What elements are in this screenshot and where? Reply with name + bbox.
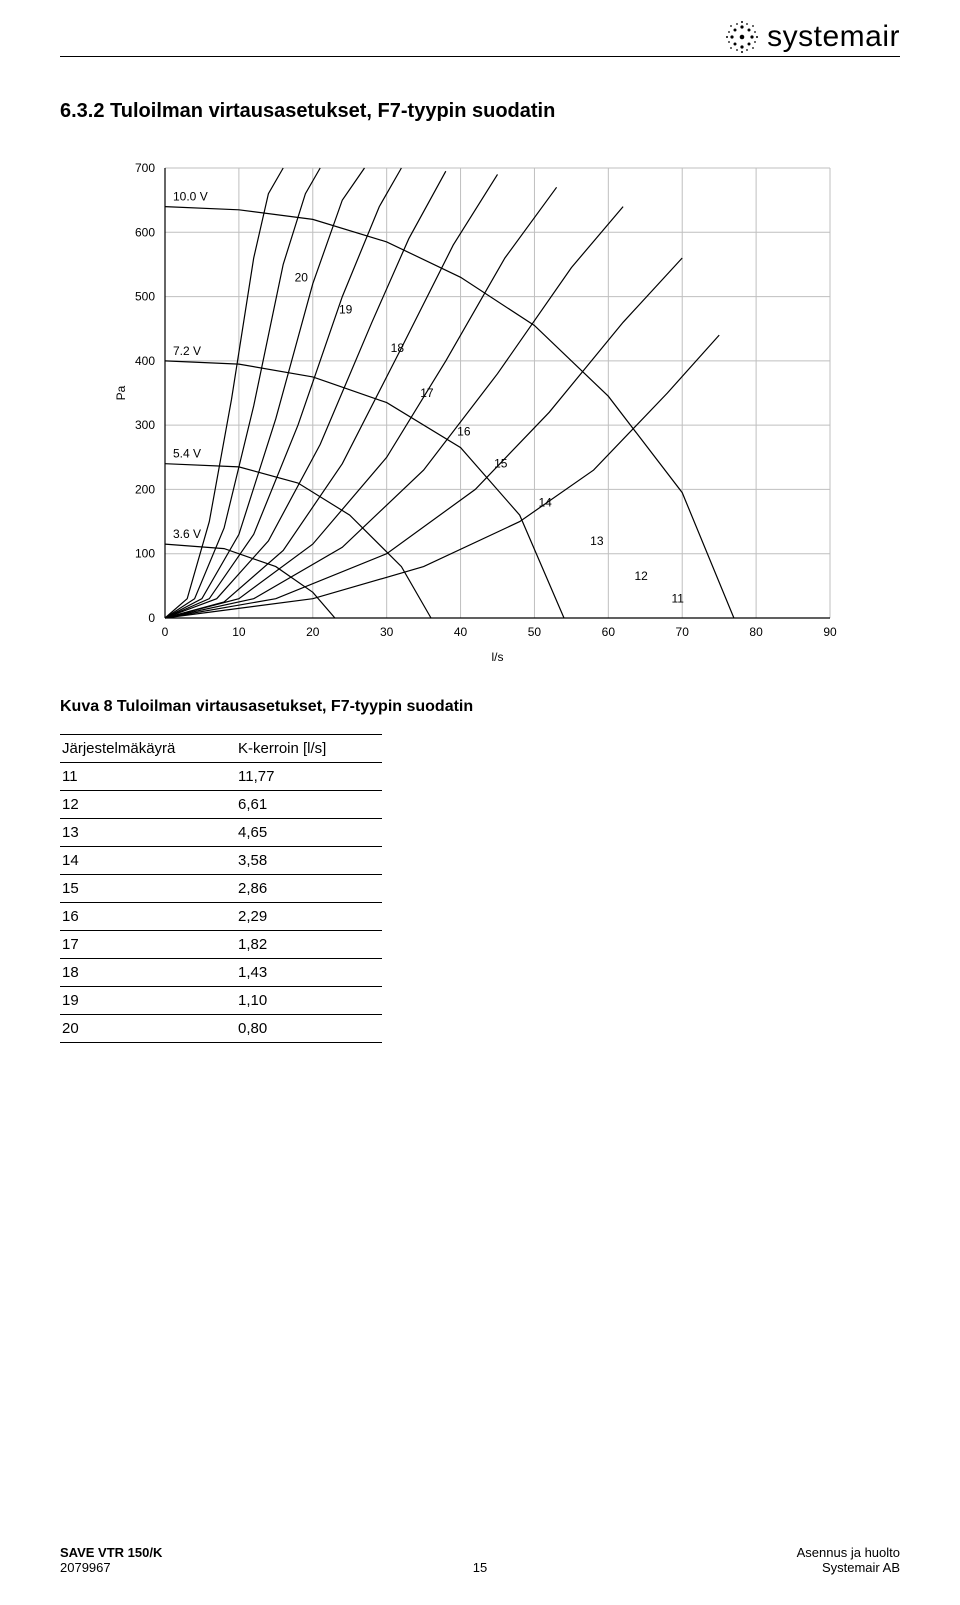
table-cell: 14 xyxy=(60,847,236,875)
svg-text:20: 20 xyxy=(306,625,320,639)
table-cell: 18 xyxy=(60,959,236,987)
section-number: 6.3.2 xyxy=(60,100,104,122)
svg-text:700: 700 xyxy=(135,161,155,175)
table-cell: 20 xyxy=(60,1015,236,1043)
svg-text:Pa: Pa xyxy=(114,385,128,400)
table-cell: 3,58 xyxy=(236,847,382,875)
table-cell: 11,77 xyxy=(236,763,382,791)
k-factor-table: Järjestelmäkäyrä K-kerroin [l/s] 1111,77… xyxy=(60,734,382,1043)
table-row: 134,65 xyxy=(60,819,382,847)
table-header-1: Järjestelmäkäyrä xyxy=(60,735,236,763)
figure-number: Kuva 8 xyxy=(60,698,112,715)
svg-text:90: 90 xyxy=(823,625,837,639)
svg-text:0: 0 xyxy=(162,625,169,639)
table-cell: 11 xyxy=(60,763,236,791)
svg-text:15: 15 xyxy=(494,457,508,471)
svg-text:50: 50 xyxy=(528,625,542,639)
svg-text:70: 70 xyxy=(676,625,690,639)
svg-text:12: 12 xyxy=(635,569,649,583)
table-cell: 0,80 xyxy=(236,1015,382,1043)
svg-text:16: 16 xyxy=(457,425,471,439)
footer-page-number: 15 xyxy=(473,1560,487,1575)
footer-right-1: Asennus ja huolto xyxy=(797,1545,900,1560)
chart-container: 0 10 20 30 40 50 60 70 80 90 0 100 200 300 400 500 600 70… xyxy=(60,153,900,673)
systemair-logo-icon xyxy=(725,20,759,54)
svg-text:11: 11 xyxy=(671,592,684,606)
svg-text:5.4 V: 5.4 V xyxy=(173,447,201,461)
svg-text:14: 14 xyxy=(538,495,552,509)
svg-text:30: 30 xyxy=(380,625,394,639)
table-cell: 2,29 xyxy=(236,903,382,931)
svg-text:400: 400 xyxy=(135,354,155,368)
svg-text:10.0 V: 10.0 V xyxy=(173,190,208,204)
svg-text:500: 500 xyxy=(135,290,155,304)
svg-text:300: 300 xyxy=(135,418,155,432)
svg-text:10: 10 xyxy=(232,625,246,639)
svg-text:200: 200 xyxy=(135,482,155,496)
table-cell: 12 xyxy=(60,791,236,819)
svg-text:3.6 V: 3.6 V xyxy=(173,527,201,541)
table-row: 126,61 xyxy=(60,791,382,819)
svg-text:20: 20 xyxy=(295,270,309,284)
footer-right-2: Systemair AB xyxy=(797,1560,900,1575)
table-row: 181,43 xyxy=(60,959,382,987)
table-row: 162,29 xyxy=(60,903,382,931)
header-rule xyxy=(60,56,900,57)
footer-left-1: SAVE VTR 150/K xyxy=(60,1545,162,1560)
svg-text:18: 18 xyxy=(391,341,405,355)
table-cell: 16 xyxy=(60,903,236,931)
table-row: 200,80 xyxy=(60,1015,382,1043)
svg-text:0: 0 xyxy=(148,611,155,625)
table-cell: 15 xyxy=(60,875,236,903)
table-cell: 4,65 xyxy=(236,819,382,847)
footer-left-2: 2079967 xyxy=(60,1560,162,1575)
svg-text:600: 600 xyxy=(135,225,155,239)
brand-name: systemair xyxy=(767,20,900,54)
svg-text:17: 17 xyxy=(420,386,434,400)
svg-text:40: 40 xyxy=(454,625,468,639)
table-row: 152,86 xyxy=(60,875,382,903)
section-heading: Tuloilman virtausasetukset, F7-tyypin su… xyxy=(110,100,555,122)
svg-text:100: 100 xyxy=(135,547,155,561)
table-cell: 2,86 xyxy=(236,875,382,903)
table-row: 171,82 xyxy=(60,931,382,959)
table-cell: 19 xyxy=(60,987,236,1015)
fan-chart: 0 10 20 30 40 50 60 70 80 90 0 100 200 300 400 500 600 70… xyxy=(110,153,850,673)
svg-text:60: 60 xyxy=(602,625,616,639)
table-row: 191,10 xyxy=(60,987,382,1015)
svg-text:7.2 V: 7.2 V xyxy=(173,344,201,358)
svg-text:l/s: l/s xyxy=(492,650,504,664)
table-cell: 6,61 xyxy=(236,791,382,819)
figure-caption: Kuva 8 Tuloilman virtausasetukset, F7-ty… xyxy=(60,698,900,716)
table-cell: 1,10 xyxy=(236,987,382,1015)
figure-text: Tuloilman virtausasetukset, F7-tyypin su… xyxy=(117,698,473,715)
table-cell: 1,43 xyxy=(236,959,382,987)
section-title: 6.3.2 Tuloilman virtausasetukset, F7-tyy… xyxy=(60,100,900,123)
table-header-2: K-kerroin [l/s] xyxy=(236,735,382,763)
table-cell: 13 xyxy=(60,819,236,847)
brand-block: systemair xyxy=(715,20,900,54)
table-row: 143,58 xyxy=(60,847,382,875)
table-cell: 17 xyxy=(60,931,236,959)
svg-text:80: 80 xyxy=(749,625,763,639)
table-cell: 1,82 xyxy=(236,931,382,959)
svg-text:19: 19 xyxy=(339,302,353,316)
svg-text:13: 13 xyxy=(590,534,604,548)
table-row: 1111,77 xyxy=(60,763,382,791)
